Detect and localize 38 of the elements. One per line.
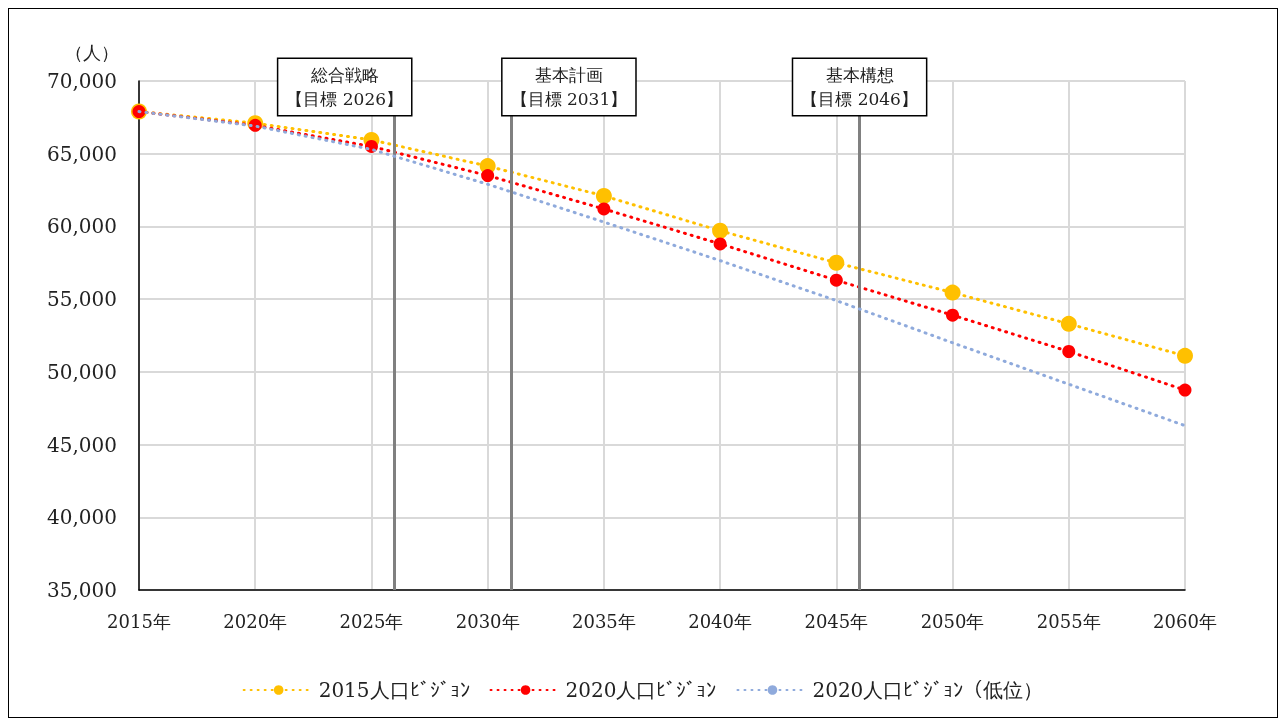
legend-label: 2015人口ﾋﾞｼﾞｮﾝ	[318, 678, 470, 702]
x-tick-label: 2040年	[688, 610, 753, 632]
point	[1178, 383, 1192, 397]
y-tick-label: 35,000	[47, 578, 117, 602]
ref-line-label: 基本計画【目標 2031】	[510, 65, 628, 109]
y-tick-label: 40,000	[47, 505, 117, 530]
y-tick-label: 50,000	[47, 359, 117, 384]
y-tick-label: 70,000	[47, 69, 117, 93]
x-tick-label: 2060年	[1153, 610, 1217, 632]
point	[595, 187, 612, 204]
point	[828, 254, 845, 271]
x-tick-label: 2015年	[107, 610, 171, 632]
y-tick-label: 55,000	[47, 287, 117, 312]
point	[597, 202, 611, 216]
y-axis-title: （人）	[65, 41, 119, 63]
x-tick-label: 2055年	[1036, 610, 1101, 632]
x-tick-label: 2030年	[455, 610, 520, 632]
x-tick-label: 2035年	[571, 610, 636, 632]
ref-line-label: 基本構想【目標 2046】	[801, 65, 918, 109]
x-tick-label: 2025年	[339, 610, 404, 632]
point	[946, 308, 960, 322]
point	[712, 222, 729, 239]
ref-line-label: 総合戦略【目標 2026】	[286, 65, 404, 109]
point	[1177, 347, 1193, 364]
point	[713, 237, 727, 251]
point	[829, 273, 843, 287]
point	[1062, 345, 1076, 358]
y-tick-label: 45,000	[47, 432, 117, 457]
x-tick-label: 2020年	[223, 610, 288, 632]
y-tick-label: 60,000	[47, 214, 117, 239]
point	[481, 169, 495, 183]
point	[1060, 315, 1077, 332]
point	[944, 284, 961, 301]
legend-label: 2020人口ﾋﾞｼﾞｮﾝ（低位）	[812, 678, 1044, 702]
x-tick-label: 2050年	[920, 610, 985, 632]
legend-label: 2020人口ﾋﾞｼﾞｮﾝ	[565, 678, 717, 702]
y-tick-label: 65,000	[47, 141, 117, 166]
x-tick-label: 2045年	[804, 610, 869, 632]
